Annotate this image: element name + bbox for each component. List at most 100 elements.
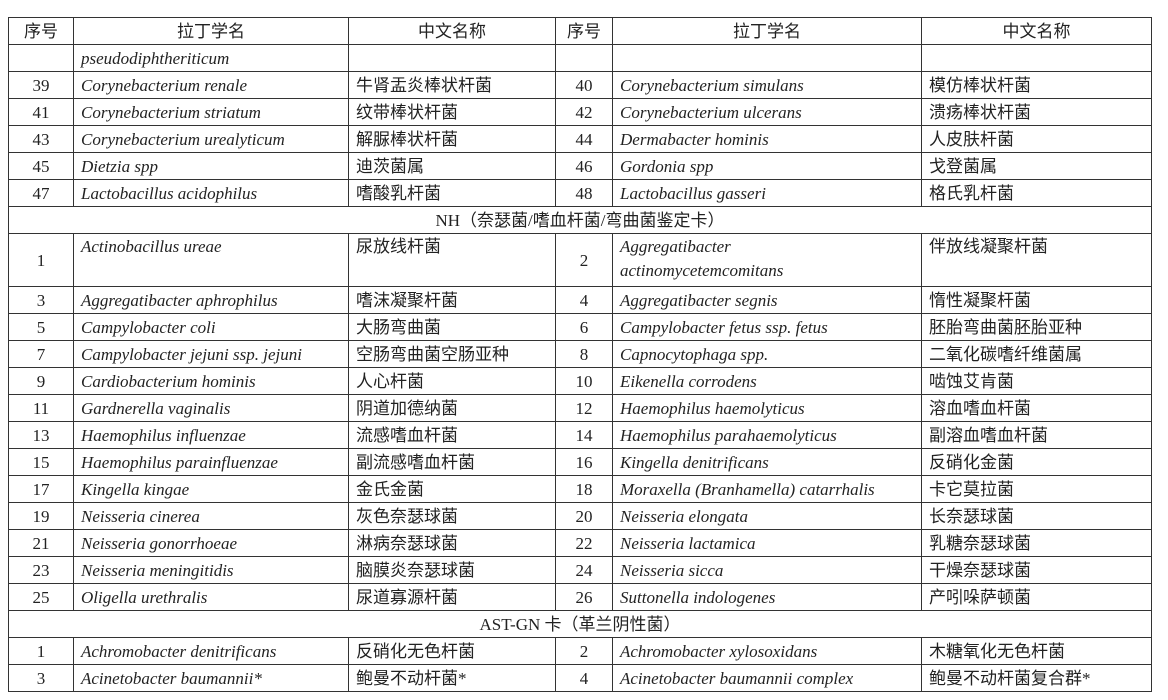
chinese-name-cell: 溃疡棒状杆菌 bbox=[921, 98, 1152, 126]
latin-name-cell: Corynebacterium ulcerans bbox=[612, 98, 922, 126]
latin-name-cell: Corynebacterium renale bbox=[73, 71, 349, 99]
chinese-name-cell: 副流感嗜血杆菌 bbox=[348, 448, 556, 476]
latin-name-cell: Cardiobacterium hominis bbox=[73, 367, 349, 395]
chinese-name-cell: 金氏金菌 bbox=[348, 475, 556, 503]
table-row: 25 Oligella urethralis 尿道寡源杆菌 26 Suttonella … bbox=[8, 583, 1152, 611]
chinese-name-cell: 空肠弯曲菌空肠亚种 bbox=[348, 340, 556, 368]
number-cell: 3 bbox=[8, 664, 74, 692]
chinese-name-cell: 人心杆菌 bbox=[348, 367, 556, 395]
chinese-name-cell: 阴道加德纳菌 bbox=[348, 394, 556, 422]
number-cell: 16 bbox=[555, 448, 613, 476]
header-number: 序号 bbox=[555, 17, 613, 45]
chinese-name-cell: 胚胎弯曲菌胚胎亚种 bbox=[921, 313, 1152, 341]
table-row: 15 Haemophilus parainfluenzae 副流感嗜血杆菌 16 Kin… bbox=[8, 448, 1152, 476]
latin-name-cell: Aggregatibacter aphrophilus bbox=[73, 286, 349, 314]
chinese-name-cell: 纹带棒状杆菌 bbox=[348, 98, 556, 126]
header-row: 序号 拉丁学名 中文名称 序号 拉丁学名 中文名称 bbox=[8, 17, 1152, 45]
chinese-name-cell: 嗜沫凝聚杆菌 bbox=[348, 286, 556, 314]
number-cell: 12 bbox=[555, 394, 613, 422]
latin-name-cell: Corynebacterium simulans bbox=[612, 71, 922, 99]
table-row: 3 Acinetobacter baumannii* 鲍曼不动杆菌* 4 Acineto… bbox=[8, 664, 1152, 692]
number-cell: 23 bbox=[8, 556, 74, 584]
latin-name-cell: Suttonella indologenes bbox=[612, 583, 922, 611]
number-cell: 14 bbox=[555, 421, 613, 449]
section-header-ast-gn: AST-GN 卡（革兰阴性菌） bbox=[8, 610, 1152, 638]
number-cell: 43 bbox=[8, 125, 74, 153]
latin-name-cell: Campylobacter jejuni ssp. jejuni bbox=[73, 340, 349, 368]
latin-name-line: Aggregatibacter bbox=[620, 237, 731, 256]
chinese-name-cell bbox=[921, 44, 1152, 72]
chinese-name-cell: 灰色奈瑟球菌 bbox=[348, 502, 556, 530]
number-cell: 4 bbox=[555, 286, 613, 314]
number-cell: 41 bbox=[8, 98, 74, 126]
number-cell: 44 bbox=[555, 125, 613, 153]
header-number: 序号 bbox=[8, 17, 74, 45]
number-cell: 20 bbox=[555, 502, 613, 530]
latin-name-cell bbox=[612, 44, 922, 72]
latin-name-cell: Achromobacter denitrificans bbox=[73, 637, 349, 665]
latin-name-cell: Aggregatibacter actinomycetemcomitans bbox=[612, 233, 922, 287]
number-cell: 19 bbox=[8, 502, 74, 530]
header-chinese-name: 中文名称 bbox=[921, 17, 1152, 45]
chinese-name-cell: 卡它莫拉菌 bbox=[921, 475, 1152, 503]
chinese-name-cell: 牛肾盂炎棒状杆菌 bbox=[348, 71, 556, 99]
latin-name-cell: Neisseria elongata bbox=[612, 502, 922, 530]
chinese-name-cell: 嗜酸乳杆菌 bbox=[348, 179, 556, 207]
latin-name-cell: pseudodiphtheriticum bbox=[73, 44, 349, 72]
latin-name-cell: Haemophilus parainfluenzae bbox=[73, 448, 349, 476]
table-row: 39 Corynebacterium renale 牛肾盂炎棒状杆菌 40 Coryne… bbox=[8, 71, 1152, 99]
number-cell: 42 bbox=[555, 98, 613, 126]
number-cell: 15 bbox=[8, 448, 74, 476]
latin-name-cell: Kingella denitrificans bbox=[612, 448, 922, 476]
chinese-name-cell: 二氧化碳嗜纤维菌属 bbox=[921, 340, 1152, 368]
species-table: 序号 拉丁学名 中文名称 序号 拉丁学名 中文名称 pseudodiphther… bbox=[8, 17, 1152, 692]
number-cell: 5 bbox=[8, 313, 74, 341]
table-row: 5 Campylobacter coli 大肠弯曲菌 6 Campylobacter f… bbox=[8, 313, 1152, 341]
number-cell: 25 bbox=[8, 583, 74, 611]
table-row: 45 Dietzia spp 迪茨菌属 46 Gordonia spp 戈登菌属 bbox=[8, 152, 1152, 180]
number-cell: 22 bbox=[555, 529, 613, 557]
latin-name-cell: Corynebacterium urealyticum bbox=[73, 125, 349, 153]
latin-name-cell: Achromobacter xylosoxidans bbox=[612, 637, 922, 665]
chinese-name-cell: 迪茨菌属 bbox=[348, 152, 556, 180]
table-row: 1 Actinobacillus ureae 尿放线杆菌 2 Aggregatibact… bbox=[8, 233, 1152, 287]
table-row: 3 Aggregatibacter aphrophilus 嗜沫凝聚杆菌 4 Aggre… bbox=[8, 286, 1152, 314]
latin-name-cell: Moraxella (Branhamella) catarrhalis bbox=[612, 475, 922, 503]
number-cell: 18 bbox=[555, 475, 613, 503]
latin-name-cell: Neisseria lactamica bbox=[612, 529, 922, 557]
number-cell: 45 bbox=[8, 152, 74, 180]
header-latin-name: 拉丁学名 bbox=[612, 17, 922, 45]
number-cell: 9 bbox=[8, 367, 74, 395]
chinese-name-cell: 产吲哚萨顿菌 bbox=[921, 583, 1152, 611]
number-cell: 21 bbox=[8, 529, 74, 557]
table-row: 7 Campylobacter jejuni ssp. jejuni 空肠弯曲菌空肠… bbox=[8, 340, 1152, 368]
table-row: pseudodiphtheriticum bbox=[8, 44, 1152, 72]
latin-name-cell: Eikenella corrodens bbox=[612, 367, 922, 395]
latin-name-cell: Dietzia spp bbox=[73, 152, 349, 180]
latin-name-cell: Neisseria meningitidis bbox=[73, 556, 349, 584]
chinese-name-cell: 大肠弯曲菌 bbox=[348, 313, 556, 341]
number-cell: 39 bbox=[8, 71, 74, 99]
chinese-name-cell: 乳糖奈瑟球菌 bbox=[921, 529, 1152, 557]
chinese-name-cell: 长奈瑟球菌 bbox=[921, 502, 1152, 530]
latin-name-cell: Lactobacillus gasseri bbox=[612, 179, 922, 207]
chinese-name-cell: 木糖氧化无色杆菌 bbox=[921, 637, 1152, 665]
chinese-name-cell: 鲍曼不动杆菌* bbox=[348, 664, 556, 692]
header-chinese-name: 中文名称 bbox=[348, 17, 556, 45]
latin-name-cell: Aggregatibacter segnis bbox=[612, 286, 922, 314]
chinese-name-cell: 格氏乳杆菌 bbox=[921, 179, 1152, 207]
chinese-name-cell: 模仿棒状杆菌 bbox=[921, 71, 1152, 99]
number-cell: 4 bbox=[555, 664, 613, 692]
chinese-name-cell: 副溶血嗜血杆菌 bbox=[921, 421, 1152, 449]
number-cell: 3 bbox=[8, 286, 74, 314]
chinese-name-cell: 脑膜炎奈瑟球菌 bbox=[348, 556, 556, 584]
chinese-name-cell: 人皮肤杆菌 bbox=[921, 125, 1152, 153]
table-row: 13 Haemophilus influenzae 流感嗜血杆菌 14 Haemophi… bbox=[8, 421, 1152, 449]
chinese-name-cell bbox=[348, 44, 556, 72]
section-row: NH（奈瑟菌/嗜血杆菌/弯曲菌鉴定卡） bbox=[8, 206, 1152, 234]
chinese-name-cell: 啮蚀艾肯菌 bbox=[921, 367, 1152, 395]
latin-name-cell: Haemophilus influenzae bbox=[73, 421, 349, 449]
chinese-name-cell: 尿放线杆菌 bbox=[348, 233, 556, 287]
latin-name-cell: Gordonia spp bbox=[612, 152, 922, 180]
table-row: 21 Neisseria gonorrhoeae 淋病奈瑟球菌 22 Neisseria… bbox=[8, 529, 1152, 557]
